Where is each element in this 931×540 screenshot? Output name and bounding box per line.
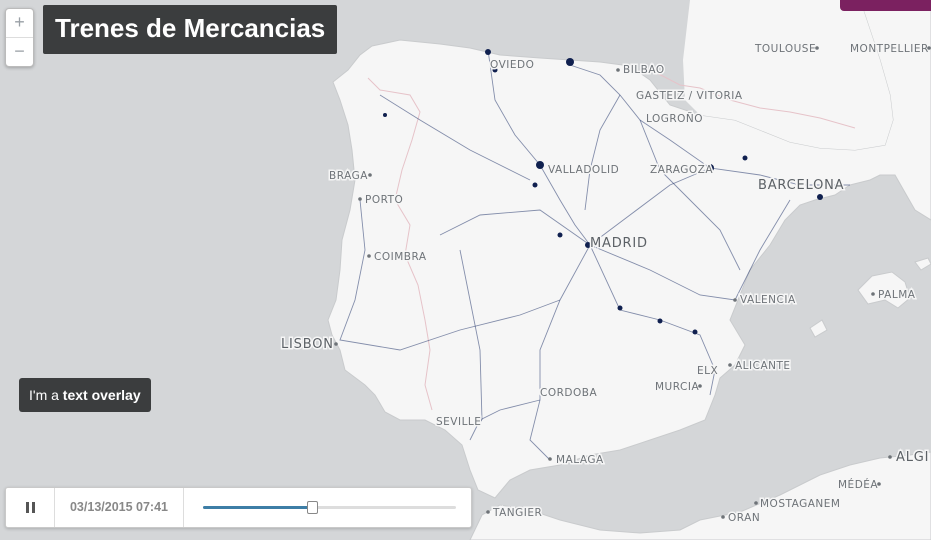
border-portugal — [367, 77, 433, 411]
timeline-control: 03/13/2015 07:41 — [5, 487, 472, 528]
north-africa — [469, 451, 931, 540]
city-oviedo: OVIEDO — [490, 59, 534, 71]
text-overlay: I'm a text overlay — [19, 378, 151, 412]
city-logrono: LOGROÑO — [646, 112, 703, 125]
city-zaragoza: ZARAGOZA — [650, 164, 713, 176]
top-right-panel[interactable] — [840, 0, 931, 11]
pause-button[interactable] — [6, 488, 55, 527]
zoom-out-button[interactable]: − — [14, 41, 25, 61]
city-murcia: MURCIA — [655, 381, 699, 393]
map-title: Trenes de Mercancias — [43, 5, 338, 54]
city-cordoba: CORDOBA — [540, 387, 597, 399]
city-toulouse: TOULOUSE — [754, 43, 816, 55]
city-medea: MÉDÉA — [838, 478, 878, 491]
zoom-in-button[interactable]: + — [6, 9, 33, 38]
pause-icon-bar — [32, 502, 35, 513]
overlay-bold: text overlay — [62, 387, 141, 403]
city-alger: ALGI — [896, 450, 929, 465]
city-braga: BRAGA — [329, 170, 368, 182]
city-gasteiz: GASTEIZ / VITORIA — [636, 90, 743, 102]
city-barcelona: BARCELONA — [758, 178, 844, 193]
city-lisbon: LISBON — [281, 337, 334, 352]
city-oran: ORAN — [728, 512, 760, 524]
mallorca — [857, 271, 911, 309]
city-madrid: MADRID — [590, 236, 648, 251]
train-positions — [383, 49, 823, 422]
city-valladolid: VALLADOLID — [548, 164, 619, 176]
north-europe — [683, 0, 893, 150]
city-alicante: ALICANTE — [735, 360, 791, 372]
timeline-slider[interactable] — [203, 501, 456, 514]
city-porto: PORTO — [365, 194, 403, 206]
border-france — [654, 71, 856, 129]
timeline-date: 03/13/2015 07:41 — [55, 488, 184, 527]
city-dots — [334, 46, 931, 519]
city-bilbao: BILBAO — [623, 64, 665, 76]
city-elx: ELX — [697, 365, 718, 377]
city-seville: SEVILLE — [436, 416, 481, 428]
city-labels: TOULOUSE MONTPELLIER OVIEDO BILBAO GASTE… — [280, 42, 930, 526]
pause-icon — [26, 502, 29, 513]
ibiza — [809, 319, 828, 338]
city-tangier: TANGIER — [492, 507, 542, 519]
timeline-progress — [203, 506, 312, 509]
city-palma: PALMA — [878, 289, 916, 301]
city-valencia: VALENCIA — [740, 294, 796, 306]
zoom-control: + − — [5, 8, 34, 67]
timeline-handle[interactable] — [306, 501, 318, 514]
city-mostaganem: MOSTAGANEM — [760, 498, 840, 510]
city-malaga: MALAGA — [556, 454, 604, 466]
city-montpellier: MONTPELLIER — [850, 43, 929, 55]
overlay-prefix: I'm a — [29, 387, 63, 403]
menorca — [914, 257, 931, 271]
city-coimbra: COIMBRA — [374, 251, 427, 263]
